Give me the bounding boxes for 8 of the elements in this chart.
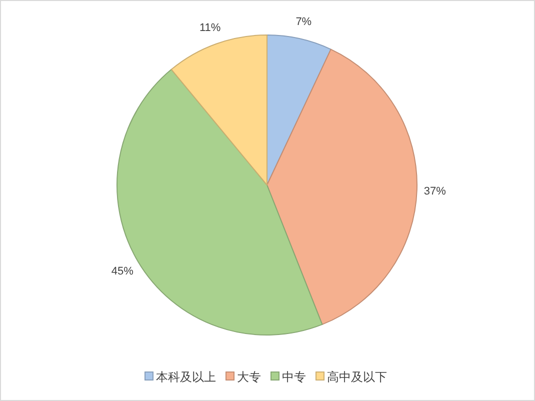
legend-label: 高中及以下 bbox=[327, 370, 387, 384]
data-label: 37% bbox=[424, 185, 446, 198]
legend-label: 本科及以上 bbox=[156, 370, 216, 384]
data-label: 7% bbox=[296, 16, 312, 28]
data-label: 45% bbox=[111, 266, 134, 278]
data-label: 11% bbox=[199, 22, 221, 34]
legend-label: 大专 bbox=[237, 370, 261, 384]
legend-label: 中专 bbox=[282, 370, 306, 384]
